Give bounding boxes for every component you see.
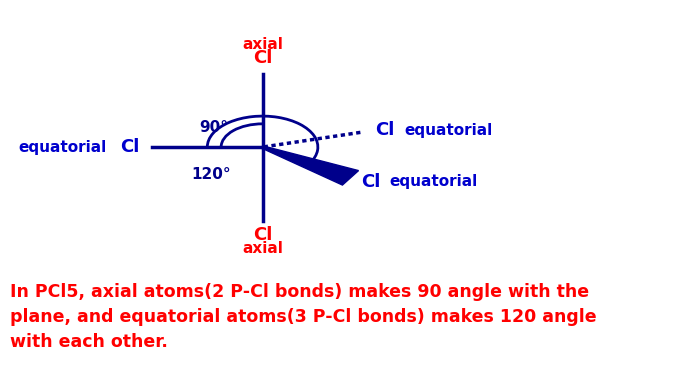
Text: axial: axial — [242, 241, 283, 256]
Text: Cl: Cl — [375, 121, 395, 139]
Text: Cl: Cl — [253, 226, 272, 245]
Text: equatorial: equatorial — [390, 174, 478, 189]
Text: equatorial: equatorial — [19, 140, 107, 154]
Text: Cl: Cl — [253, 48, 272, 67]
Polygon shape — [261, 146, 359, 185]
Text: equatorial: equatorial — [404, 123, 493, 138]
Text: Cl: Cl — [120, 138, 140, 156]
Text: 90°: 90° — [200, 120, 229, 135]
Text: In PCl5, axial atoms(2 P-Cl bonds) makes 90 angle with the
plane, and equatorial: In PCl5, axial atoms(2 P-Cl bonds) makes… — [10, 283, 597, 351]
Text: 120°: 120° — [191, 167, 231, 182]
Text: Cl: Cl — [361, 173, 380, 191]
Text: axial: axial — [242, 37, 283, 52]
